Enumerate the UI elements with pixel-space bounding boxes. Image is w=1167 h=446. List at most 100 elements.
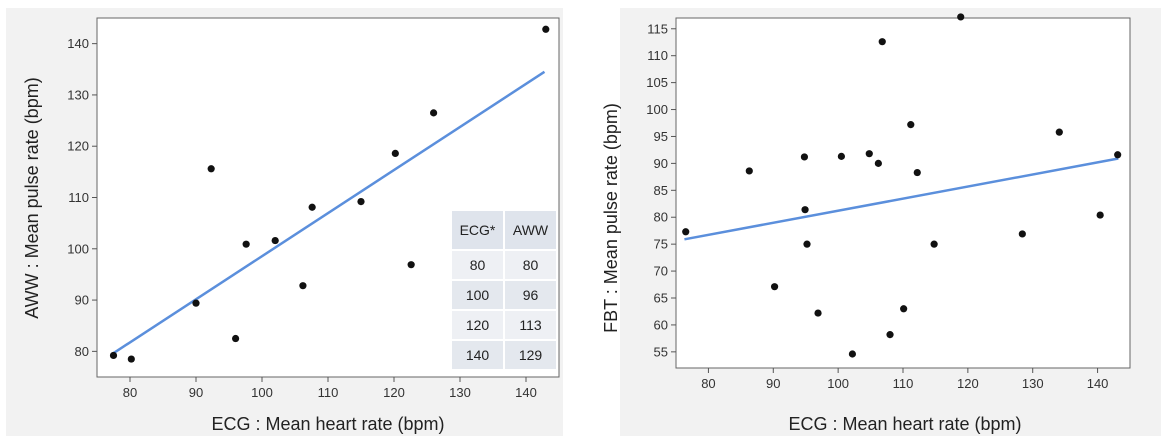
chart-right-point [1096,211,1104,219]
chart-left-table-cell-bg [452,251,503,279]
chart-left-table-cell: 80 [523,257,539,273]
chart-right-regression-line [684,157,1119,241]
chart-right-y-axis: 55 60 65 70 75 80 85 90 95 100 105 110 115 [646,21,676,359]
chart-left-point [192,299,200,307]
chart-right-points [682,13,1122,358]
chart-left-point [407,261,415,269]
chart-left-points [109,25,550,363]
chart-left-data-table: ECG* AWW 80 80 100 96 120 113 140 129 [451,210,557,370]
chart-right-point [682,228,690,236]
chart-right-y-tick-label: 95 [654,129,668,144]
chart-left-table-cell: 100 [466,287,490,303]
chart-left-table-header-cell [452,211,503,249]
chart-right-x-tick-label: 100 [827,376,849,391]
chart-left-y-tick-label: 100 [67,241,89,256]
chart-right-point [848,350,857,358]
chart-left-regression-line [110,70,546,356]
chart-left-y-tick-label: 110 [68,190,89,205]
chart-right-x-tick-label: 120 [957,376,979,391]
chart-right-point [745,167,753,175]
chart-left-y-tick-label: 140 [67,36,89,51]
chart-right-y-tick-label: 55 [654,344,668,359]
chart-left-y-label: AWW : Mean pulse rate (bpm) [22,77,42,318]
chart-left-point [357,198,365,206]
chart-left-x-tick-label: 130 [449,385,471,400]
chart-left-point [391,149,399,157]
chart-left-y-axis: 80 90 100 110 120 130 140 [67,36,97,359]
chart-right-y-tick-label: 115 [647,21,668,36]
chart-left-y-tick-label: 90 [75,293,89,308]
chart-left-table-header: ECG* [460,222,496,238]
chart-left-x-tick-label: 90 [189,385,203,400]
chart-right-point [770,283,779,291]
chart-right-point [913,168,921,177]
chart-left-y-tick-label: 80 [75,344,89,359]
chart-right-y-tick-label: 90 [654,156,668,171]
chart-left-table-cell-bg [505,251,556,279]
chart-left-point [542,25,550,33]
chart-right-x-tick-label: 140 [1087,376,1109,391]
chart-right-point [865,150,873,158]
chart-left-table-cell: 120 [466,317,490,333]
chart-right-y-tick-label: 80 [654,210,668,225]
chart-right-point [1114,151,1122,159]
chart-right-point [837,152,845,160]
chart-right-y-tick-label: 110 [647,48,668,63]
chart-left-point [207,165,215,173]
chart-right-point [1018,230,1026,238]
chart-left-point [232,334,240,343]
chart-right-x-tick-label: 130 [1022,376,1044,391]
chart-left-table-cell: 140 [466,347,490,363]
chart-right-point [930,240,938,248]
chart-right-y-tick-label: 65 [654,291,668,306]
chart-left-table-cell: 113 [519,317,542,333]
chart-right-point [907,121,915,129]
chart-left-x-tick-label: 110 [318,385,339,400]
chart-left-point [271,236,279,245]
chart-left-table-cell: 129 [519,347,543,363]
chart-left-y-tick-label: 130 [67,87,89,102]
chart-right-x-tick-label: 80 [701,376,715,391]
chart-left-point [308,203,316,211]
chart-left-table-cell-bg [505,281,556,309]
chart-left-table-header-cell [505,211,556,249]
chart-right-point [900,305,908,313]
chart-left-table-cell-bg [505,311,556,339]
chart-left-x-tick-label: 80 [123,385,137,400]
chart-right-fit-line [684,157,1119,241]
chart-right-point [814,309,822,317]
chart-left-table-header: AWW [513,222,549,238]
chart-right-y-tick-label: 105 [646,75,668,90]
chart-right-point [1055,128,1063,136]
chart-right-point [878,38,886,46]
chart-right-y-tick-label: 85 [654,183,668,198]
chart-left-x-tick-label: 100 [251,385,273,400]
chart-right-plot-area [675,17,1131,369]
chart-right-point [874,159,882,167]
chart-left-table-cell-bg [505,341,556,369]
chart-right-point [886,331,894,339]
chart-left-table-cell: 96 [523,287,539,303]
chart-left-point [299,282,307,290]
chart-left-x-label: ECG : Mean heart rate (bpm) [211,414,444,434]
chart-left-x-axis: 80 90 100 110 120 130 140 [123,377,537,400]
chart-right-x-tick-label: 90 [766,376,780,391]
chart-left-point [127,355,135,363]
chart-left-table-cell: 80 [470,257,486,273]
chart-left-table-cell-bg [452,311,503,339]
chart-left-table-cell-bg [452,341,503,369]
chart-right-x-label: ECG : Mean heart rate (bpm) [788,414,1021,434]
chart-right-x-axis: 80 90 100 110 120 130 140 [701,368,1108,391]
chart-left-point [109,351,118,360]
chart-right-x-tick-label: 110 [893,376,914,391]
chart-left-fit-line [110,70,546,356]
chart-left-x-tick-label: 120 [383,385,405,400]
chart-left-point [430,109,438,117]
chart-right-y-label: FBT : Mean pulse rate (bpm) [601,103,621,333]
chart-right-y-tick-label: 75 [654,237,668,252]
chart-right-point [800,153,809,161]
chart-left-point [242,240,250,248]
chart-left-table-cell-bg [452,281,503,309]
